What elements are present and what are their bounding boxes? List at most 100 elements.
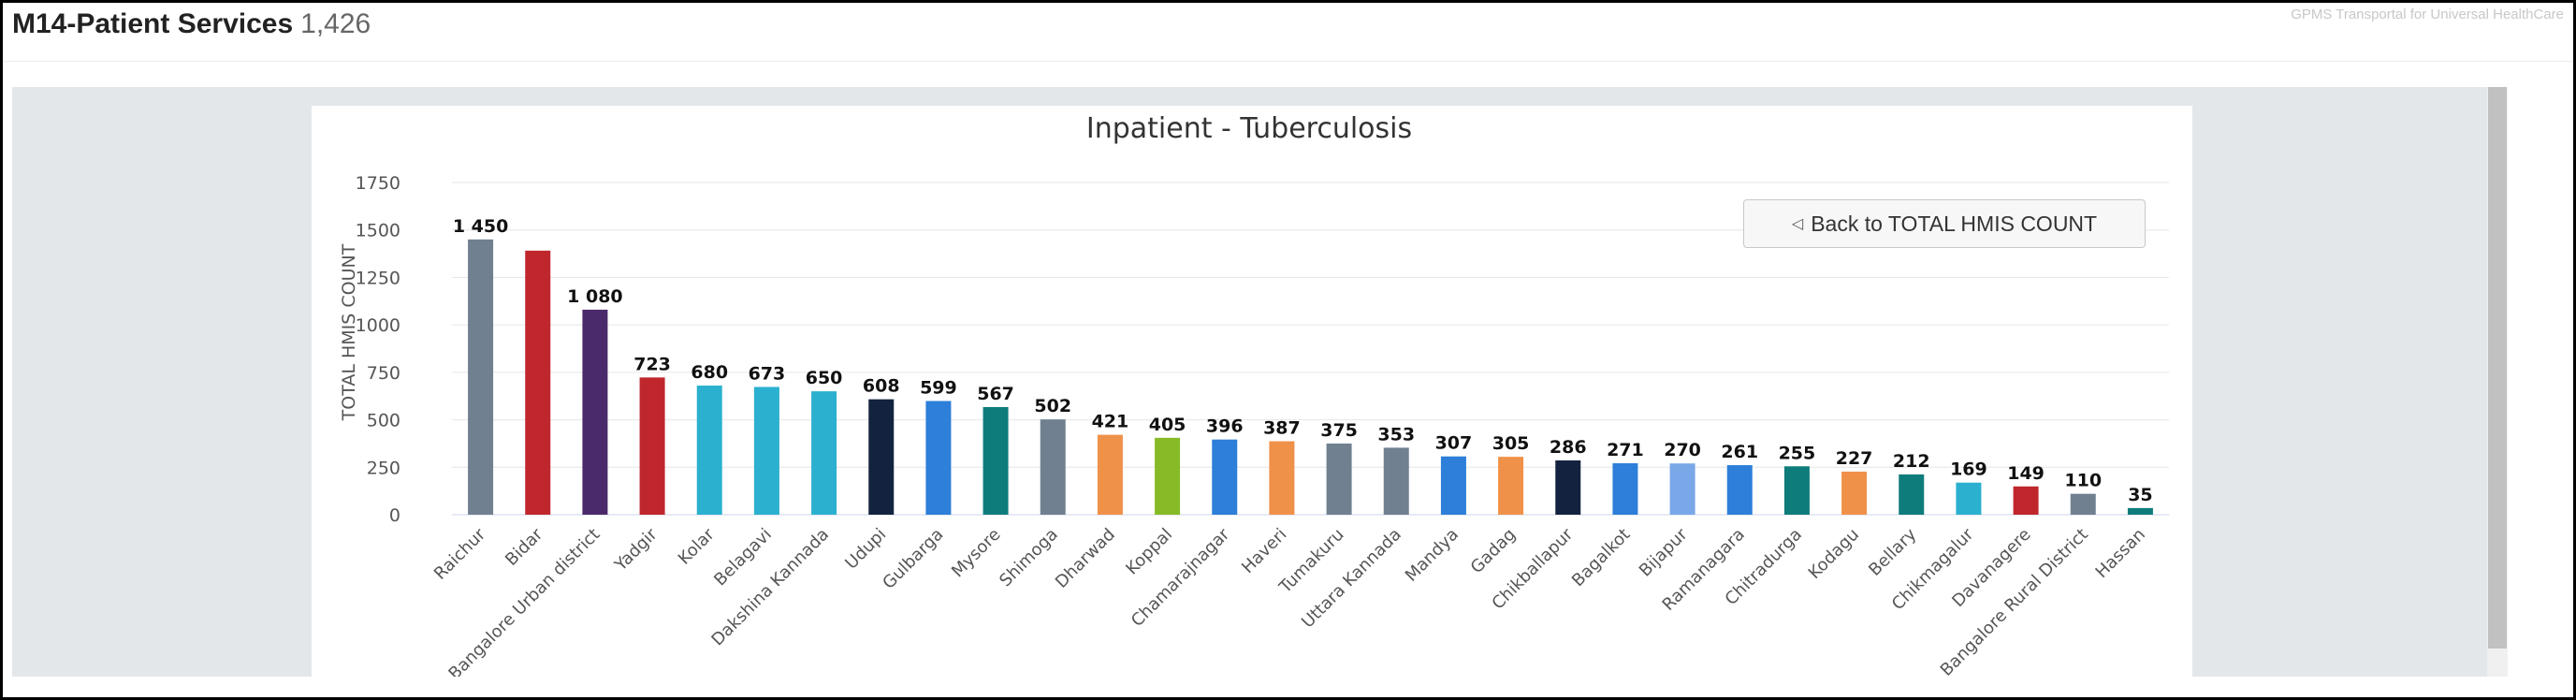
page-title: M14-Patient Services 1,426 bbox=[12, 8, 371, 40]
data-label: 212 bbox=[1893, 451, 1930, 472]
bar-chikmagalur[interactable] bbox=[1956, 482, 1982, 515]
y-tick-label: 500 bbox=[367, 411, 400, 431]
y-tick-label: 250 bbox=[367, 458, 400, 478]
data-label: 650 bbox=[806, 368, 843, 388]
back-button[interactable]: ◁ Back to TOTAL HMIS COUNT bbox=[1743, 199, 2146, 248]
x-tick-label: Kodagu bbox=[1805, 525, 1863, 583]
data-label: 227 bbox=[1836, 448, 1873, 469]
data-label: 680 bbox=[691, 362, 728, 383]
module-count: 1,426 bbox=[300, 8, 371, 39]
data-label: 35 bbox=[2128, 485, 2152, 505]
bar-bagalkot[interactable] bbox=[1612, 463, 1638, 515]
x-tick-label: Koppal bbox=[1122, 525, 1176, 579]
bar-davanagere[interactable] bbox=[2013, 486, 2039, 515]
bar-belagavi[interactable] bbox=[753, 386, 779, 515]
y-tick-label: 1750 bbox=[356, 173, 400, 194]
bar-bijapur[interactable] bbox=[1669, 463, 1696, 515]
bar-ramanagara[interactable] bbox=[1726, 465, 1753, 515]
x-tick-label: Gadag bbox=[1467, 525, 1520, 577]
bars bbox=[468, 239, 2153, 515]
y-axis-ticks: 0 250 500 750 1000 1250 1500 1750 bbox=[356, 173, 400, 526]
data-label: 567 bbox=[977, 384, 1014, 404]
x-tick-label: Mysore bbox=[948, 525, 1005, 582]
data-label: 255 bbox=[1779, 443, 1816, 463]
bar-haveri[interactable] bbox=[1269, 441, 1295, 515]
bar-tumakuru[interactable] bbox=[1326, 443, 1352, 515]
data-label: 1 450 bbox=[453, 216, 509, 237]
x-tick-label: Raichur bbox=[430, 524, 490, 584]
y-tick-label: 1000 bbox=[356, 315, 400, 336]
bar-bangalore-rural-district[interactable] bbox=[2070, 493, 2096, 515]
scrollbar-thumb[interactable] bbox=[2488, 87, 2507, 649]
bar-kolar[interactable] bbox=[696, 386, 722, 515]
x-tick-label: Bellary bbox=[1865, 524, 1920, 579]
data-label: 261 bbox=[1721, 442, 1758, 462]
chart-title: Inpatient - Tuberculosis bbox=[1086, 112, 1412, 145]
bar-hassan[interactable] bbox=[2127, 507, 2153, 515]
data-label: 405 bbox=[1149, 415, 1186, 435]
x-tick-label: Haveri bbox=[1238, 525, 1290, 577]
bar-yadgir[interactable] bbox=[639, 377, 665, 515]
bar-chitradurga[interactable] bbox=[1783, 466, 1810, 515]
data-label: 270 bbox=[1664, 440, 1701, 460]
bar-bangalore-urban-district[interactable] bbox=[582, 309, 608, 515]
bar-kodagu[interactable] bbox=[1841, 471, 1868, 515]
module-name: M14-Patient Services bbox=[12, 8, 294, 39]
x-tick-label: Gulbarga bbox=[879, 525, 947, 593]
bar-dakshina-kannada[interactable] bbox=[811, 391, 837, 515]
grid-lines bbox=[452, 182, 2169, 516]
data-label: 421 bbox=[1092, 412, 1129, 432]
x-tick-label: Chamarajnagar bbox=[1128, 524, 1234, 631]
data-labels: 1 450 1 080 723 680 673 650 608 599 567 502 421 405… bbox=[453, 216, 2153, 505]
data-label: 149 bbox=[2007, 463, 2045, 484]
data-label: 673 bbox=[749, 363, 786, 384]
y-tick-label: 750 bbox=[367, 363, 400, 384]
bar-chikballapur[interactable] bbox=[1555, 459, 1581, 515]
data-label: 396 bbox=[1206, 416, 1244, 437]
y-tick-label: 0 bbox=[389, 505, 400, 526]
bar-shimoga[interactable] bbox=[1040, 419, 1066, 515]
data-label: 305 bbox=[1492, 433, 1530, 454]
brand-text: GPMS Transportal for Universal HealthCar… bbox=[2291, 7, 2564, 22]
data-label: 723 bbox=[633, 354, 671, 374]
back-button-label: Back to TOTAL HMIS COUNT bbox=[1811, 211, 2098, 236]
data-label: 375 bbox=[1320, 420, 1358, 441]
x-tick-label: Yadgir bbox=[610, 524, 662, 576]
bar-chart: 0 250 500 750 1000 1250 1500 1750 1 450 1 080 723… bbox=[339, 112, 2169, 677]
bar-dharwad[interactable] bbox=[1097, 434, 1123, 515]
x-tick-label: Udupi bbox=[841, 525, 890, 574]
bar-gulbarga[interactable] bbox=[925, 401, 952, 515]
bar-udupi[interactable] bbox=[868, 399, 895, 515]
bar-bidar[interactable] bbox=[525, 250, 551, 515]
bar-chamarajnagar[interactable] bbox=[1212, 439, 1238, 515]
bar-uttara-kannada[interactable] bbox=[1383, 447, 1409, 515]
bar-raichur[interactable] bbox=[468, 239, 494, 515]
data-label: 608 bbox=[863, 376, 900, 397]
data-label: 271 bbox=[1607, 440, 1644, 460]
data-label: 1 080 bbox=[567, 286, 623, 307]
x-tick-label: Uttara Kannada bbox=[1298, 525, 1405, 633]
x-tick-label: Dharwad bbox=[1052, 525, 1119, 592]
data-label: 169 bbox=[1950, 459, 1987, 480]
bar-koppal[interactable] bbox=[1155, 437, 1181, 515]
bar-bellary[interactable] bbox=[1899, 474, 1925, 515]
data-label: 353 bbox=[1377, 424, 1415, 445]
data-label: 307 bbox=[1435, 433, 1473, 454]
data-label: 502 bbox=[1034, 396, 1071, 416]
y-tick-label: 1500 bbox=[356, 221, 400, 241]
x-tick-label: Bidar bbox=[502, 524, 547, 570]
data-label: 387 bbox=[1263, 417, 1301, 438]
triangle-left-icon: ◁ bbox=[1791, 216, 1804, 232]
y-axis-title: TOTAL HMIS COUNT bbox=[339, 243, 359, 421]
x-tick-label: Bagalkot bbox=[1568, 525, 1635, 591]
x-tick-label: Bijapur bbox=[1636, 524, 1692, 580]
x-tick-label: Hassan bbox=[2092, 525, 2149, 582]
data-label: 286 bbox=[1550, 437, 1587, 458]
bar-mysore[interactable] bbox=[982, 406, 1009, 515]
x-tick-label: Kolar bbox=[675, 524, 719, 568]
page-header: M14-Patient Services 1,426 GPMS Transport… bbox=[3, 3, 2573, 62]
bar-gadag[interactable] bbox=[1498, 457, 1524, 515]
x-tick-label: Mandya bbox=[1402, 525, 1463, 586]
data-label: 110 bbox=[2064, 471, 2102, 491]
bar-mandya[interactable] bbox=[1440, 456, 1466, 515]
